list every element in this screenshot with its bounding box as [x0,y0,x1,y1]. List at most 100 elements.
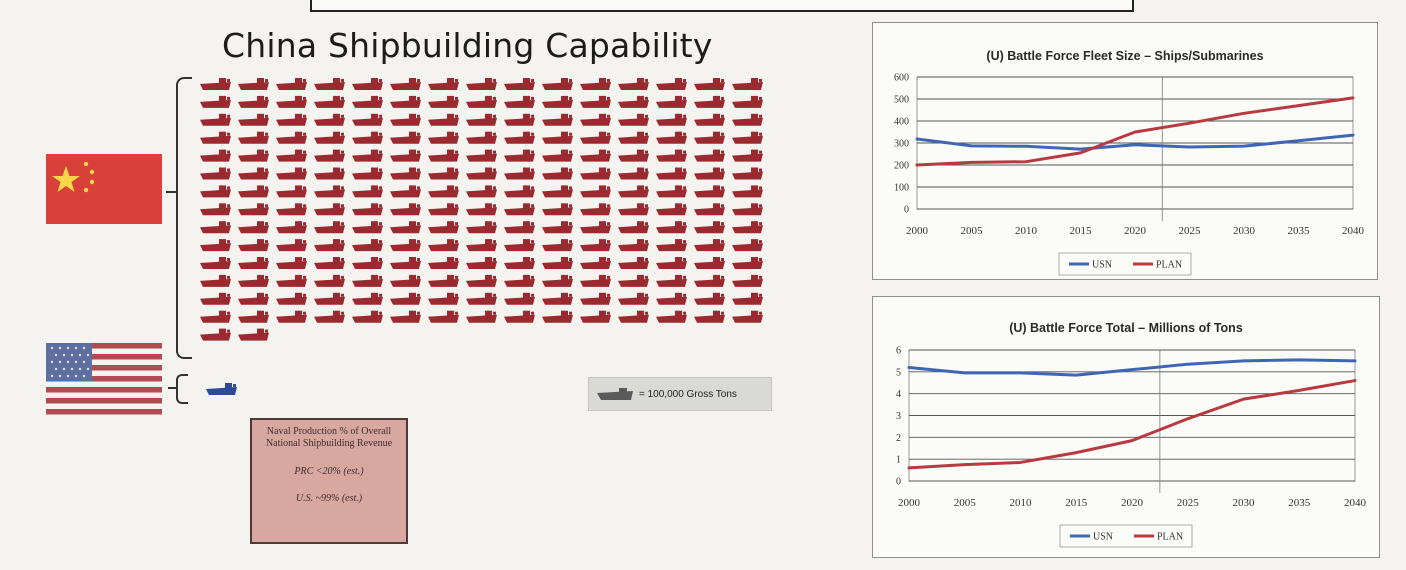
naval-production-prc: PRC <20% (est.) [294,466,364,477]
ship-icon [694,274,725,287]
ship-icon [580,203,611,216]
x-tick-label: 2035 [1288,497,1311,509]
x-tick-label: 2025 [1177,497,1200,509]
ship-icon [580,149,611,162]
ship-icon [580,95,611,108]
ship-icon [390,203,421,216]
ship-icon [200,113,231,126]
ship-icon [694,113,725,126]
ship-icon [238,167,269,180]
ship-icon [352,95,383,108]
chart-legend [1059,524,1193,548]
ship-icon [390,221,421,234]
ship-icon [732,274,763,287]
ship-icon [428,203,459,216]
ship-icon [656,78,687,90]
ship-icon [200,274,231,287]
ship-icon [314,203,345,216]
chart-title: (U) Battle Force Total – Millions of Ton… [1009,321,1243,335]
ship-icon [428,78,459,90]
ship-icon [618,239,649,252]
ship-icon [390,149,421,162]
ship-icon [200,78,231,90]
ship-icon [732,149,763,162]
legend-label: PLAN [1156,260,1182,271]
ship-icon [276,167,307,180]
x-tick-label: 2010 [1010,497,1033,509]
ship-icon [618,167,649,180]
ship-icon [200,185,231,198]
ship-icon [504,149,535,162]
ship-icon [656,274,687,287]
y-tick-label: 2 [896,433,901,444]
ship-icon [694,185,725,198]
ship-icon [618,221,649,234]
ship-icon [428,113,459,126]
ship-icon [428,185,459,198]
ship-icon [428,292,459,305]
ship-icon [618,149,649,162]
ship-icon [352,131,383,144]
x-tick-label: 2040 [1342,225,1365,237]
page-title: China Shipbuilding Capability [222,26,713,65]
x-tick-label: 2005 [961,225,984,237]
ship-icon [694,257,725,269]
ship-icon [314,167,345,180]
y-tick-label: 500 [894,95,909,106]
x-tick-label: 2030 [1233,497,1256,509]
ship-icon [352,274,383,287]
ship-icon [200,310,231,323]
ship-icon [314,239,345,252]
ship-icon [656,113,687,126]
ship-icon [694,167,725,180]
fleet-size-chart: (U) Battle Force Fleet Size – Ships/Subm… [872,22,1378,280]
ship-icon [314,274,345,287]
ship-icon [618,131,649,144]
ship-icon [352,221,383,234]
ship-icon [580,274,611,287]
ship-icon [428,257,459,269]
ship-icon [542,95,573,108]
ship-icon [694,221,725,234]
series-line-usn [915,133,1355,151]
ship-icon [618,310,649,323]
ship-icon [276,131,307,144]
ship-icon [504,203,535,216]
ship-icon [618,113,649,126]
ship-icon [580,310,611,323]
naval-production-title: Naval Production % of Overall National S… [265,426,393,449]
x-tick-label: 2020 [1124,225,1147,237]
ship-icon [504,257,535,269]
ship-icon [656,167,687,180]
ship-icon [504,167,535,180]
ship-icon [580,239,611,252]
ship-icon [580,113,611,126]
ship-icon [238,310,269,323]
ship-icon [618,203,649,216]
ship-icon [732,239,763,252]
legend-label: PLAN [1157,532,1183,543]
ship-icon [390,257,421,269]
x-tick-label: 2020 [1121,497,1144,509]
ship-icon [200,328,231,341]
ship-icon [542,167,573,180]
ship-icon [542,113,573,126]
ship-icon [580,221,611,234]
ship-icon [276,274,307,287]
x-tick-label: 2010 [1015,225,1038,237]
ship-icon [732,167,763,180]
ship-icon [314,292,345,305]
ship-icon [276,113,307,126]
ship-icon [732,78,763,90]
ship-icon [238,113,269,126]
ship-icon [238,95,269,108]
ship-icon [542,131,573,144]
ship-icon [504,310,535,323]
ship-icon [314,257,345,269]
legend-label: USN [1092,260,1112,271]
ship-icon [656,95,687,108]
y-tick-label: 1 [896,455,901,466]
naval-production-us: U.S. ~99% (est.) [295,493,363,504]
ship-icon [428,149,459,162]
ship-icon [656,221,687,234]
